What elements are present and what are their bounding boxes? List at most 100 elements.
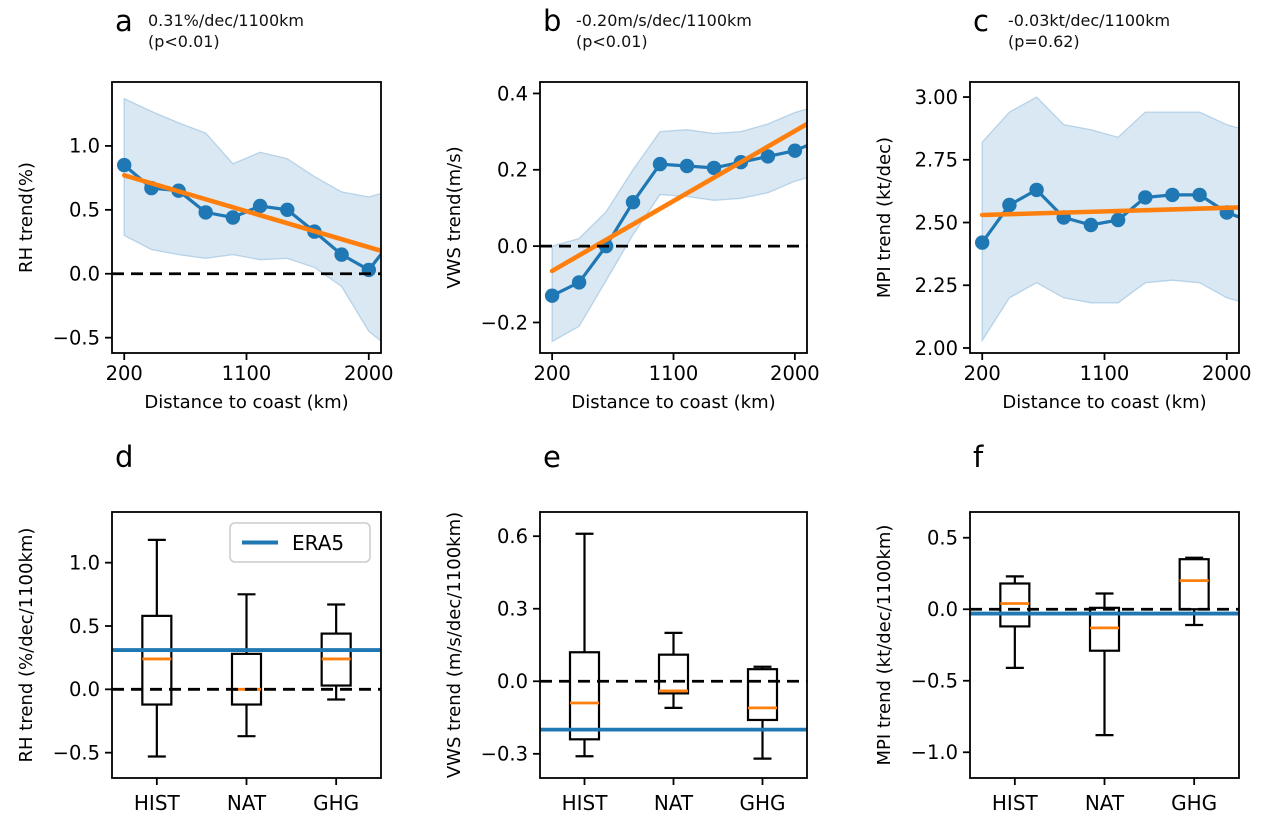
- boxplot-nat: [1088, 592, 1121, 737]
- panel-c-letter: c: [973, 4, 989, 38]
- box: [999, 582, 1031, 628]
- x-tick-label: 200: [964, 362, 1001, 385]
- y-tick-label: −0.5: [53, 326, 100, 349]
- boxplot-ghg: [746, 665, 779, 760]
- panel-a-letter: a: [115, 4, 133, 38]
- legend-era5-label: ERA5: [292, 531, 344, 555]
- y-tick-label: 0.5: [69, 615, 100, 638]
- y-tick-label: 0.0: [69, 263, 100, 286]
- data-point-marker: [652, 156, 668, 172]
- legend-box: [229, 522, 371, 563]
- panel-e-letter: e: [543, 440, 561, 474]
- y-axis-label: MPI trend (kt/dec/1100km): [874, 525, 895, 766]
- data-point-marker: [334, 247, 349, 262]
- panel-a-title: 0.31%/dec/1100km (p<0.01): [148, 10, 304, 52]
- panel-f: HIST NAT GHG −1.0 −0.5 0.0 0.5 MPI trend (kt/de…: [874, 511, 1240, 815]
- data-point-marker: [1165, 187, 1180, 203]
- box: [1088, 606, 1121, 652]
- y-tick-label: 0.0: [69, 678, 100, 701]
- data-point-marker: [706, 160, 722, 176]
- data-point-marker: [544, 288, 560, 303]
- y-axis-label: MPI trend (kt/dec): [874, 137, 895, 298]
- confidence-band: [981, 96, 1239, 343]
- panel-b-plot-area: [544, 108, 829, 343]
- y-axis-label: RH trend(%): [16, 162, 37, 273]
- data-point-marker: [1083, 217, 1099, 233]
- x-tick-label: 200: [106, 362, 143, 385]
- category-label: NAT: [654, 791, 694, 815]
- panel-f-letter: f: [973, 440, 984, 474]
- trend-line: [549, 121, 807, 274]
- panel-b-letter: b: [543, 4, 562, 38]
- axes-frame: [539, 511, 808, 779]
- axes-frame: [969, 81, 1240, 354]
- x-tick-label: 1100: [222, 362, 272, 385]
- data-point-marker: [198, 205, 213, 220]
- data-point-marker: [975, 235, 990, 250]
- panel-d: HIST NAT GHG ERA5 −0.5 0.0 0.5 1.0 RH trend (%/d…: [16, 511, 382, 815]
- data-point-marker: [225, 210, 241, 225]
- y-axis-label: VWS trend (m/s/dec/1100km): [444, 512, 465, 778]
- x-axis-label: Distance to coast (km): [144, 392, 348, 413]
- y-tick-label: 1.0: [69, 135, 100, 158]
- x-tick-label: 1100: [649, 362, 699, 385]
- y-tick-label: 0.0: [497, 235, 528, 258]
- panel-b-title-line2: (p<0.01): [576, 32, 648, 51]
- panel-a-title-line2: (p<0.01): [148, 32, 220, 51]
- boxplot-hist: [568, 532, 601, 758]
- category-label: HIST: [992, 791, 1039, 815]
- x-tick-label: 2000: [344, 362, 394, 385]
- x-tick-label: 200: [534, 362, 571, 385]
- panel-b-title: -0.20m/s/dec/1100km (p<0.01): [576, 10, 752, 52]
- panel-c-title: -0.03kt/dec/1100km (p=0.62): [1008, 10, 1170, 52]
- category-label: GHG: [313, 791, 359, 815]
- data-point-marker: [1138, 190, 1153, 205]
- box: [746, 668, 779, 722]
- boxplot-hist: [999, 575, 1031, 669]
- y-axis-label: VWS trend(m/s): [444, 146, 465, 288]
- panel-c-plot-area: [975, 96, 1239, 343]
- y-tick-label: 0.4: [497, 82, 528, 105]
- data-point-marker: [571, 275, 587, 290]
- y-tick-label: 3.00: [915, 86, 958, 109]
- panel-c-title-line2: (p=0.62): [1008, 32, 1080, 51]
- y-tick-label: 0.3: [497, 598, 528, 621]
- box: [657, 653, 690, 695]
- trend-line: [979, 205, 1239, 218]
- data-point-marker: [815, 132, 829, 146]
- axes-frame: [969, 511, 1240, 779]
- boxplot-hist: [141, 538, 173, 758]
- y-tick-label: 0.5: [927, 527, 958, 550]
- data-point-marker: [679, 158, 695, 174]
- panel-e: HIST NAT GHG −0.3 0.0 0.3 0.6 VWS trend (m/s/de…: [444, 511, 808, 815]
- box: [230, 652, 263, 706]
- data-point-marker: [1192, 187, 1207, 203]
- panel-d-letter: d: [115, 440, 134, 474]
- x-axis-label: Distance to coast (km): [1002, 392, 1206, 413]
- box: [1178, 558, 1210, 611]
- trend-line: [121, 173, 381, 254]
- axes-frame: [539, 81, 808, 354]
- y-tick-label: 1.0: [69, 551, 100, 574]
- category-label: GHG: [1171, 791, 1217, 815]
- category-label: HIST: [562, 791, 609, 815]
- y-tick-label: 2.75: [915, 149, 958, 172]
- box: [568, 651, 601, 741]
- data-point-marker: [117, 157, 132, 173]
- data-point-marker: [760, 149, 776, 164]
- boxplot-ghg: [1178, 556, 1210, 627]
- data-point-marker: [1029, 182, 1044, 198]
- panel-c: 200 1100 2000 Distance to coast (km) 2.00 2.2…: [874, 81, 1252, 413]
- category-label: GHG: [739, 791, 785, 815]
- data-point-marker: [252, 198, 268, 214]
- y-tick-label: 2.00: [915, 337, 958, 360]
- x-tick-label: 2000: [770, 362, 820, 385]
- data-point-marker: [1110, 212, 1126, 228]
- y-tick-label: −1.0: [911, 741, 958, 764]
- boxplot-ghg: [320, 603, 352, 701]
- x-tick-label: 1100: [1080, 362, 1130, 385]
- category-label: HIST: [134, 791, 181, 815]
- y-tick-label: 0.0: [927, 598, 958, 621]
